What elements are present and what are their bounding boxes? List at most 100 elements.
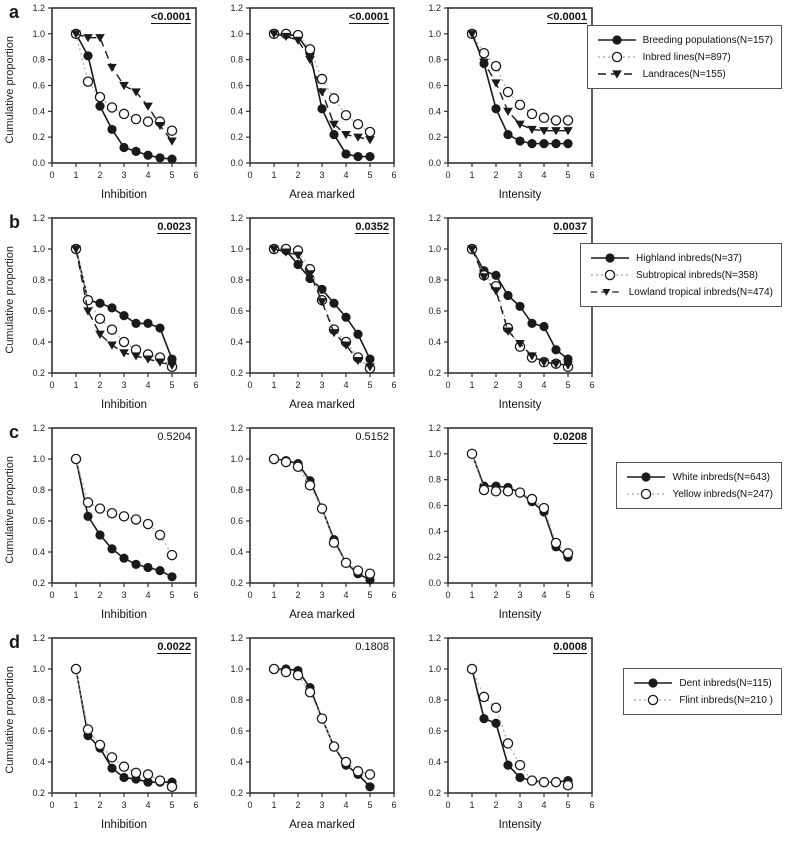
data-point-filled-circle [83,511,93,521]
data-point-open-circle [466,663,478,675]
plot-d-inhibition: 0 1 2 3 4 5 6 0.2 0.4 0.6 0.8 1.0 1.2 Inhibition 0.002… [16,630,206,835]
x-tick-label: 4 [145,800,150,810]
data-point-open-circle [70,453,82,465]
data-point-filled-circle [155,323,165,333]
y-tick-label: 0.6 [428,306,441,316]
x-tick-label: 1 [271,590,276,600]
x-axis-title: Area marked [289,399,355,411]
data-point-open-circle [304,687,316,698]
y-tick-label: 0.6 [428,726,441,736]
y-tick-label: 0.8 [428,695,441,705]
x-tick-label: 3 [121,170,126,180]
y-tick-label: 0.4 [32,337,45,347]
data-point-filled-circle [539,139,549,149]
data-point-open-circle [268,663,280,675]
x-axis-title: Area marked [289,609,355,621]
data-point-filled-circle [131,318,141,328]
panel-row-d: d Cumulative proportion 0 1 2 3 4 5 6 0.2 0.4 0.6… [0,630,785,840]
data-point-open-circle [328,741,340,752]
p-value: 0.0022 [157,641,191,654]
data-point-open-circle [514,487,526,498]
data-point-open-circle [478,47,490,59]
legend-label: Inbred lines(N=897) [642,51,731,63]
x-axis-title: Area marked [289,819,355,831]
x-tick-label: 5 [169,170,174,180]
data-point-filled-triangle-down [269,30,279,39]
data-point-open-circle [604,269,616,281]
x-tick-label: 3 [517,800,522,810]
data-point-filled-triangle-down [119,81,129,91]
data-point-open-circle [490,486,502,497]
data-point-open-circle [154,529,166,541]
data-point-filled-circle [167,154,177,164]
data-point-filled-circle [515,136,525,146]
data-point-filled-triangle-down [317,88,327,97]
y-tick-label: 0.2 [428,788,441,798]
series-markers [269,245,375,372]
series-markers [71,245,177,370]
y-tick-label: 1.2 [32,3,45,13]
plot-a-area-marked: 0 1 2 3 4 5 6 0.0 0.2 0.4 0.6 0.8 1.0 1.2 Area marked <… [214,0,404,205]
data-point-filled-circle [329,129,339,140]
x-tick-label: 1 [469,380,474,390]
x-tick-label: 0 [49,800,54,810]
legend-label: Dent inbreds(N=115) [679,677,772,689]
y-axis-title: Cumulative proportion [4,246,16,354]
data-point-filled-triangle-down [143,355,153,364]
x-tick-label: 6 [193,590,198,600]
data-point-filled-triangle-down [365,363,375,372]
x-tick-label: 3 [121,800,126,810]
data-point-filled-circle [515,772,525,783]
data-point-filled-triangle-down [515,339,525,349]
series-markers [466,448,574,559]
x-tick-label: 1 [271,170,276,180]
series-markers [268,453,376,579]
data-point-filled-circle [491,718,501,728]
x-axis-title: Inhibition [101,399,147,411]
data-point-filled-triangle-down [467,245,477,254]
legend-entry: Flint inbreds(N=210 ) [632,693,773,707]
p-value: 0.0208 [553,431,587,444]
plot-d-intensity: 0 1 2 3 4 5 6 0.2 0.4 0.6 0.8 1.0 1.2 Intensity 0.0008 [412,630,602,835]
y-tick-label: 0.4 [230,337,243,347]
data-point-filled-triangle-down [503,327,513,336]
data-point-open-circle [352,766,364,777]
y-tick-label: 0.4 [428,757,441,767]
data-point-filled-circle [503,290,513,301]
series-markers [466,28,574,126]
x-tick-label: 0 [445,800,450,810]
y-tick-label: 1.0 [428,449,441,459]
series-line-solid [273,458,371,581]
legend-open-circle-dotted-sample [591,269,629,281]
data-point-open-circle [648,694,659,706]
series-markers [268,663,376,780]
data-point-open-circle [82,497,94,508]
data-point-filled-circle [515,301,525,311]
data-point-open-circle [611,51,622,63]
data-point-filled-circle [95,530,105,540]
p-value: 0.0023 [157,221,191,234]
data-point-open-circle [280,666,292,678]
series-line-dotted [273,458,371,575]
data-point-filled-triangle-down [107,63,117,73]
series-markers [466,663,574,791]
panel-label-d: d [9,632,20,652]
data-point-filled-triangle-down [305,56,315,65]
data-point-open-circle [118,511,130,522]
data-point-open-circle [82,76,94,87]
data-point-filled-circle [119,553,129,563]
y-axis-title: Cumulative proportion [4,36,16,144]
data-point-open-circle [526,108,538,120]
x-tick-label: 4 [343,170,348,180]
data-point-open-circle [538,112,550,124]
data-point-filled-triangle-down [131,88,141,97]
data-point-filled-circle [167,572,177,582]
y-tick-label: 1.0 [230,244,243,254]
x-tick-label: 5 [169,800,174,810]
data-point-filled-triangle-down [119,349,129,358]
data-point-filled-circle [365,151,375,162]
data-point-filled-circle [341,149,351,159]
x-tick-label: 4 [145,170,150,180]
data-point-filled-triangle-down [155,121,165,131]
data-point-filled-circle [527,139,537,149]
